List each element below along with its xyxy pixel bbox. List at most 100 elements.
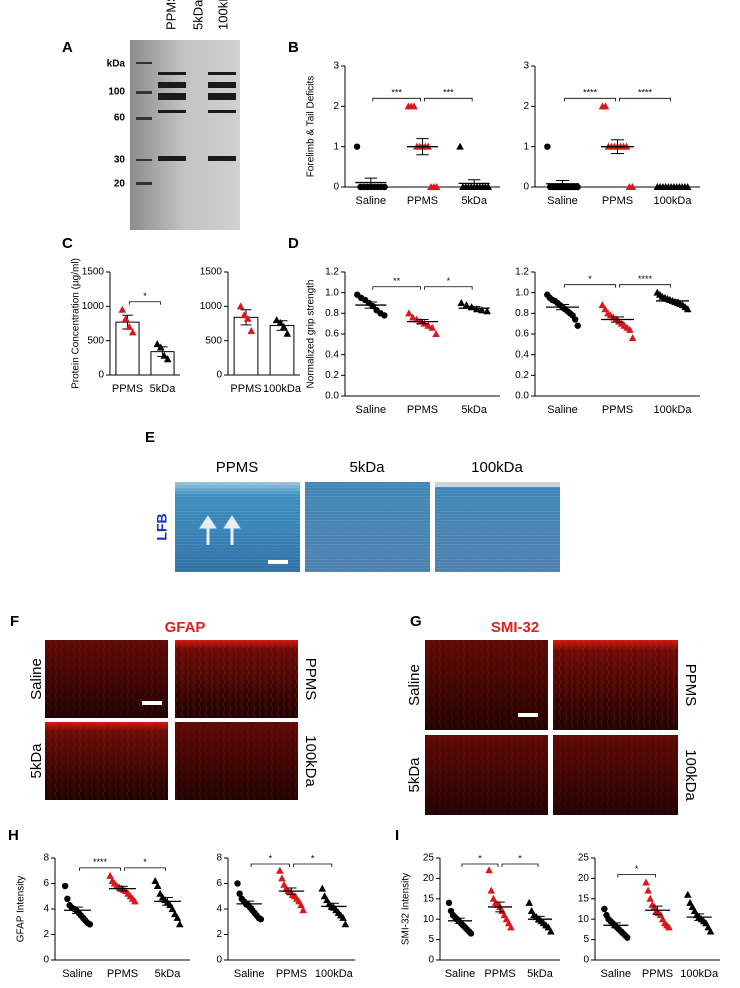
row-label: 100kDa bbox=[302, 735, 319, 787]
y-tick-label: 8 bbox=[43, 853, 49, 864]
panel-letter: H bbox=[8, 827, 19, 844]
data-point bbox=[272, 316, 281, 324]
lfb-stain-label: LFB bbox=[154, 513, 170, 540]
y-tick-label: 0.4 bbox=[325, 349, 339, 360]
x-tick-label: 5kDa bbox=[527, 968, 554, 980]
data-point bbox=[665, 923, 673, 931]
row-label: PPMS bbox=[682, 664, 699, 707]
data-point bbox=[276, 318, 285, 326]
significance-bracket bbox=[129, 301, 161, 305]
x-tick-label: Saline bbox=[356, 404, 387, 416]
smi32-title: SMI-32 bbox=[491, 619, 539, 636]
panel-letter: E bbox=[145, 429, 155, 446]
y-tick-label: 500 bbox=[205, 335, 222, 346]
gfap-title: GFAP bbox=[165, 619, 206, 636]
data-point bbox=[257, 916, 265, 923]
significance-label: **** bbox=[638, 274, 653, 284]
gel-lane-label: 5kDa bbox=[190, 0, 205, 30]
y-tick-label: 3 bbox=[523, 61, 529, 72]
data-point bbox=[478, 306, 486, 314]
y-tick-label: 1 bbox=[333, 141, 339, 152]
data-point bbox=[151, 876, 160, 884]
data-point bbox=[318, 884, 327, 892]
significance-bracket bbox=[372, 97, 421, 102]
data-point bbox=[571, 316, 579, 323]
data-point bbox=[339, 913, 347, 921]
x-tick-label: Saline bbox=[234, 968, 265, 980]
y-tick-label: 0.8 bbox=[325, 308, 339, 319]
significance-label: *** bbox=[443, 88, 454, 98]
y-tick-label: 0.6 bbox=[515, 329, 529, 340]
x-tick-label: PPMS bbox=[602, 195, 633, 207]
x-tick-label: Saline bbox=[547, 195, 578, 207]
x-tick-label: 100kDa bbox=[654, 195, 693, 207]
data-point bbox=[341, 920, 350, 928]
data-point bbox=[278, 874, 286, 882]
significance-bracket bbox=[619, 97, 671, 102]
data-point bbox=[64, 895, 71, 902]
data-point bbox=[683, 305, 692, 313]
significance-bracket bbox=[619, 284, 671, 288]
x-tick-label: PPMS bbox=[107, 968, 138, 980]
y-tick-label: 0.0 bbox=[515, 391, 529, 402]
data-point bbox=[121, 314, 130, 322]
data-point bbox=[409, 313, 417, 321]
y-tick-label: 6 bbox=[43, 878, 49, 889]
x-tick-label: Saline bbox=[445, 968, 476, 980]
x-tick-label: Saline bbox=[62, 968, 93, 980]
significance-label: ** bbox=[393, 276, 401, 286]
significance-bracket bbox=[617, 874, 656, 878]
panel-letter: C bbox=[62, 235, 73, 252]
x-tick-label: Saline bbox=[547, 404, 578, 416]
data-point bbox=[61, 882, 69, 890]
data-point bbox=[131, 897, 139, 905]
significance-bracket bbox=[564, 284, 616, 288]
row-label: Saline bbox=[28, 658, 45, 700]
data-point bbox=[381, 183, 388, 191]
data-point bbox=[247, 327, 256, 335]
significance-bracket bbox=[564, 97, 616, 102]
data-point bbox=[173, 913, 182, 921]
y-tick-label: 25 bbox=[578, 853, 590, 864]
x-tick-label: PPMS bbox=[230, 383, 261, 395]
significance-label: * bbox=[447, 276, 451, 286]
y-tick-label: 25 bbox=[423, 853, 435, 864]
x-tick-label: 5kDa bbox=[150, 383, 177, 395]
y-tick-label: 2 bbox=[333, 101, 339, 112]
y-tick-label: 8 bbox=[216, 853, 222, 864]
x-tick-label: PPMS bbox=[407, 404, 438, 416]
data-point bbox=[240, 311, 249, 319]
x-tick-label: 5kDa bbox=[461, 404, 488, 416]
data-point bbox=[153, 340, 162, 348]
lfb-column-label: 100kDa bbox=[471, 459, 523, 476]
significance-label: * bbox=[143, 857, 147, 867]
data-point bbox=[125, 322, 134, 330]
y-tick-label: 15 bbox=[423, 893, 435, 904]
y-tick-label: 10 bbox=[423, 914, 435, 925]
y-tick-label: 0 bbox=[43, 955, 49, 966]
significance-label: * bbox=[269, 853, 273, 863]
x-tick-label: PPMS bbox=[602, 404, 633, 416]
y-axis-label: Forelimb & Tail Deficits bbox=[306, 76, 317, 178]
y-tick-label: 1 bbox=[523, 141, 529, 152]
x-tick-label: PPMS bbox=[484, 968, 515, 980]
panel-letter: B bbox=[288, 39, 299, 56]
gel-lane-label: PPMS bbox=[163, 0, 178, 30]
y-tick-label: 0 bbox=[428, 955, 434, 966]
y-tick-label: 5 bbox=[583, 934, 589, 945]
gfap-images bbox=[45, 640, 298, 800]
significance-label: * bbox=[478, 853, 482, 863]
data-point bbox=[297, 901, 305, 909]
data-point bbox=[163, 355, 172, 363]
y-tick-label: 3 bbox=[333, 61, 339, 72]
data-point bbox=[234, 880, 241, 887]
data-point bbox=[410, 102, 418, 110]
data-point bbox=[353, 143, 361, 150]
y-tick-label: 0 bbox=[216, 370, 222, 381]
data-point bbox=[424, 321, 433, 329]
y-tick-label: 0 bbox=[333, 182, 339, 193]
gel-ladder-label: 20 bbox=[114, 179, 126, 190]
lfb-column-label: PPMS bbox=[216, 459, 259, 476]
